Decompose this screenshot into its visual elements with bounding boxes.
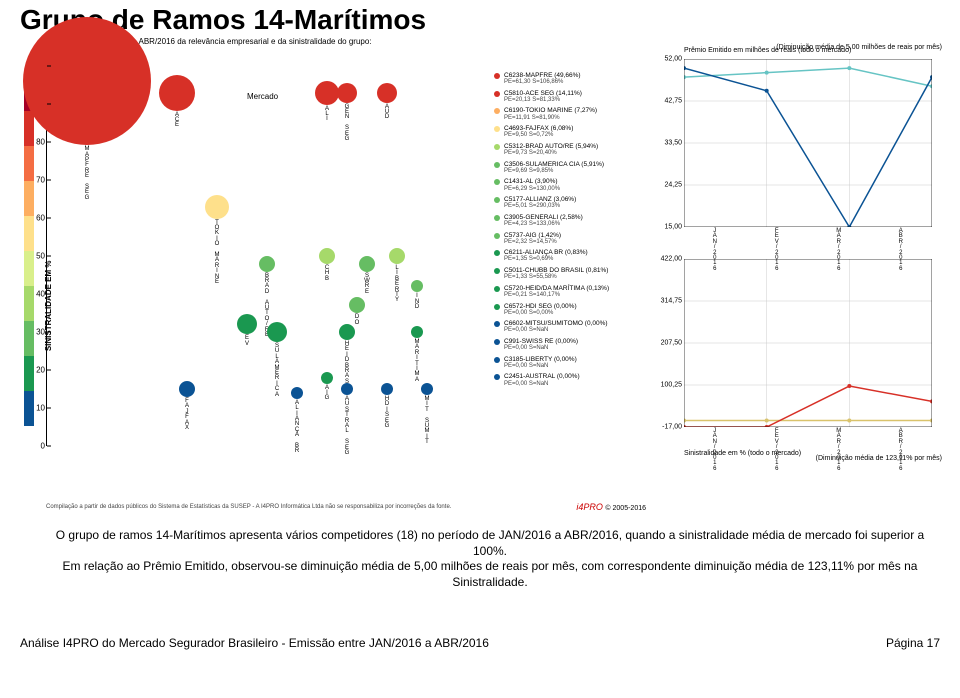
legend-item: C3905-GENERALI (2,58%)PE=4,23 S=133,06% (494, 214, 650, 228)
right-column: (Diminuição média de 5,00 milhões de rea… (650, 36, 950, 516)
legend-item: C2451-AUSTRAL (0,00%)PE=0,00 S=NaN (494, 373, 650, 387)
legend-dot (494, 162, 500, 168)
i4pro-logo: i4PRO © 2005-2016 (576, 502, 646, 512)
bubble-label: MIT SUMIT (425, 397, 430, 446)
y-axis-title: SINISTRALIDADE EM % (44, 261, 53, 352)
bubble (359, 256, 375, 272)
bubble-label: ALIANÇA BR (295, 401, 299, 455)
bubble (341, 383, 353, 395)
bubble-label: DO (355, 315, 360, 326)
legend-dot (494, 197, 500, 203)
legend-item: C6572-HDI SEG (0,00%)PE=0,00 S=0,00% (494, 303, 650, 317)
bubble (321, 372, 333, 384)
footer-left: Análise I4PRO do Mercado Segurador Brasi… (20, 636, 489, 650)
legend-item: C6190-TOKIO MARINE (7,27%)PE=11,91 S=81,… (494, 107, 650, 121)
legend-dot (494, 250, 500, 256)
bubble-label: MARITIMA (415, 340, 420, 383)
legend-dot (494, 108, 500, 114)
bubble (389, 248, 405, 264)
bubble-label: TOKIO MARINE (215, 221, 220, 286)
legend-item: C5177-ALLIANZ (3,06%)PE=5,01 S=290,03% (494, 196, 650, 210)
bubble-legend: C6238-MAPFRE (49,66%)PE=61,30 S=106,86% C… (494, 72, 650, 391)
bubble-label: CHB (325, 266, 329, 282)
legend-item: C5312-BRAD AUTO/RE (5,94%)PE=9,73 S=20,4… (494, 143, 650, 157)
bubble (411, 280, 423, 292)
bubble (315, 81, 339, 105)
bubble-label: LIBERTY (395, 266, 399, 304)
bubble-label: SULAMERICA (275, 344, 280, 398)
bubble (205, 195, 229, 219)
legend-dot (494, 91, 500, 97)
compile-note: Compilação a partir de dados públicos do… (46, 504, 451, 510)
legend-dot (494, 357, 500, 363)
chart1-ytitle: Prêmio Emitido em milhões de reais (todo… (684, 47, 851, 54)
legend-item: C5737-AIG (1,42%)PE=2,32 S=14,57% (494, 232, 650, 246)
bubble (159, 75, 195, 111)
bubble-label: IND (415, 294, 419, 310)
bubble (339, 324, 355, 340)
bubble (377, 83, 397, 103)
bubble (319, 248, 335, 264)
legend-item: C5720-HEID/DA MARÍTIMA (0,13%)PE=0,21 S=… (494, 285, 650, 299)
legend-dot (494, 304, 500, 310)
legend-dot (494, 126, 500, 132)
bubble-label: EV (245, 336, 249, 347)
legend-dot (494, 144, 500, 150)
analysis-paragraph: O grupo de ramos 14-Marítimos apresenta … (50, 528, 930, 590)
bubble-plot-area: SINISTRALIDADE EM % 01020304050607080901… (46, 66, 486, 446)
bubble-label: FAJFAX (185, 399, 189, 431)
legend-item: C5011-CHUBB DO BRASIL (0,81%)PE=1,33 S=5… (494, 267, 650, 281)
legend-item: C1431-AL (3,90%)PE=6,29 S=130,00% (494, 178, 650, 192)
page-title: Grupo de Ramos 14-Marítimos (0, 0, 960, 36)
legend-item: C6211-ALIANÇA BR (0,83%)PE=1,35 S=0,69% (494, 249, 650, 263)
legend-item: C5810-ACE SEG (14,11%)PE=20,13 S=81,33% (494, 90, 650, 104)
bubble (179, 381, 195, 397)
bubble (259, 256, 275, 272)
bubble (421, 383, 433, 395)
bubble-label: ACE (175, 113, 179, 129)
bubble-label: ALI (325, 107, 329, 123)
legend-dot (494, 374, 500, 380)
line-chart-premio: Prêmio Emitido em milhões de reais (todo… (650, 55, 946, 245)
legend-item: C6602-MITSU/SUMITOMO (0,00%)PE=0,00 S=Na… (494, 320, 650, 334)
page-footer: Análise I4PRO do Mercado Segurador Brasi… (0, 630, 960, 656)
legend-dot (494, 233, 500, 239)
bubble-label: AUD (385, 105, 389, 121)
legend-dot (494, 268, 500, 274)
mercado-label: Mercado (247, 92, 278, 101)
legend-dot (494, 73, 500, 79)
line-chart-sinistralidade: Sinistralidade em % (todo o mercado) -17… (650, 255, 946, 445)
bubble-label: GEN SEG (345, 105, 350, 143)
bubble-chart: Análise entre JAN/2016 e ABR/2016 da rel… (10, 36, 650, 516)
legend-item: C991-SWISS RE (0,00%)PE=0,00 S=NaN (494, 338, 650, 352)
legend-dot (494, 321, 500, 327)
legend-dot (494, 215, 500, 221)
legend-item: C4693-FAJFAX (6,08%)PE=9,50 S=0,72% (494, 125, 650, 139)
legend-dot (494, 286, 500, 292)
bubble-label: AUSTRAL SEG (345, 397, 350, 456)
bubble-label: HDISEG (385, 397, 390, 429)
bubble (23, 17, 151, 145)
bubble-label: AIG (325, 386, 330, 402)
legend-dot (494, 339, 500, 345)
legend-item: C3506-SULAMERICA CIA (5,91%)PE=9,69 S=9,… (494, 161, 650, 175)
footer-right: Página 17 (886, 636, 940, 650)
bubble (237, 314, 257, 334)
bubble (337, 83, 357, 103)
legend-dot (494, 179, 500, 185)
legend-item: C3185-LIBERTY (0,00%)PE=0,00 S=NaN (494, 356, 650, 370)
bubble-label: SWRE (364, 274, 370, 296)
bubble (267, 322, 287, 342)
legend-item: C6238-MAPFRE (49,66%)PE=61,30 S=106,86% (494, 72, 650, 86)
bubble (349, 297, 365, 313)
main-area: Análise entre JAN/2016 e ABR/2016 da rel… (0, 36, 960, 656)
bubble (411, 326, 423, 338)
bubble (381, 383, 393, 395)
bubble-label: MAPFRE SEG (85, 147, 90, 201)
bubble (291, 387, 303, 399)
